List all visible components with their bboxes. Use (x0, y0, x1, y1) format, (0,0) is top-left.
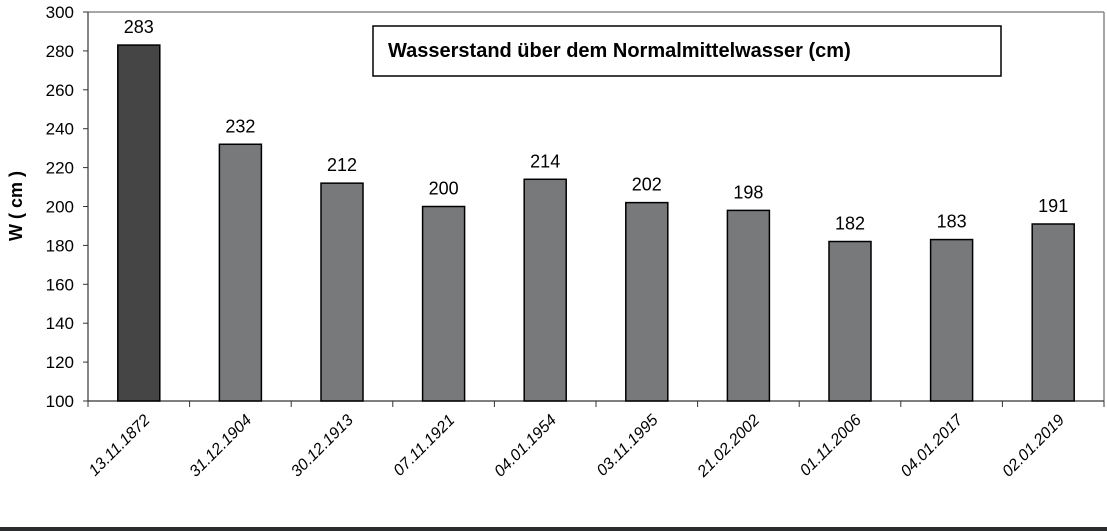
y-tick-label: 120 (46, 353, 74, 372)
x-tick-label: 13.11.1872 (86, 412, 154, 480)
x-tick-label: 30.12.1913 (288, 412, 357, 481)
data-label: 183 (937, 212, 967, 232)
bottom-bar (0, 527, 1107, 531)
data-label: 214 (530, 151, 560, 171)
y-tick-label: 180 (46, 236, 74, 255)
y-tick-label: 280 (46, 42, 74, 61)
y-tick-label: 200 (46, 198, 74, 217)
legend-label: Wasserstand über dem Normalmittelwasser … (388, 40, 851, 62)
x-tick-label: 07.11.1921 (391, 412, 459, 480)
y-axis-label: W ( cm ) (6, 171, 26, 241)
bar-04.01.2017 (929, 238, 974, 402)
bar-30.12.1913 (320, 182, 364, 402)
x-tick-label: 21.02.2002 (694, 412, 763, 481)
x-tick-label: 04.01.1954 (491, 412, 560, 481)
y-tick-label: 140 (46, 314, 74, 333)
bar-21.02.2002 (726, 209, 771, 402)
y-tick-label: 220 (46, 159, 74, 178)
data-label: 182 (835, 214, 865, 234)
y-tick-label: 240 (46, 120, 74, 139)
data-label: 200 (429, 179, 459, 199)
data-label: 232 (225, 116, 255, 136)
data-label: 198 (733, 182, 763, 202)
bar-03.11.1995 (625, 201, 669, 402)
x-tick-label: 01.11.2006 (797, 412, 865, 480)
y-tick-label: 100 (46, 392, 74, 411)
y-tick-label: 260 (46, 81, 74, 100)
legend-box (372, 25, 1002, 77)
bar-31.12.1904 (218, 143, 263, 402)
y-tick-label: 300 (46, 3, 74, 22)
x-tick-label: 31.12.1904 (187, 412, 256, 481)
bar-04.01.1954 (523, 178, 567, 402)
bar-02.01.2019 (1031, 223, 1075, 402)
data-label: 191 (1038, 196, 1068, 216)
bar-13.11.1872 (117, 44, 161, 402)
data-label: 283 (124, 17, 154, 37)
data-label: 202 (632, 175, 662, 195)
x-tick-label: 04.01.2017 (898, 411, 967, 480)
data-label: 212 (327, 155, 357, 175)
y-tick-label: 160 (46, 275, 74, 294)
bar-01.11.2006 (828, 240, 872, 402)
bar-07.11.1921 (421, 205, 466, 402)
x-tick-label: 02.01.2019 (999, 412, 1068, 481)
x-tick-label: 03.11.1995 (594, 412, 662, 480)
